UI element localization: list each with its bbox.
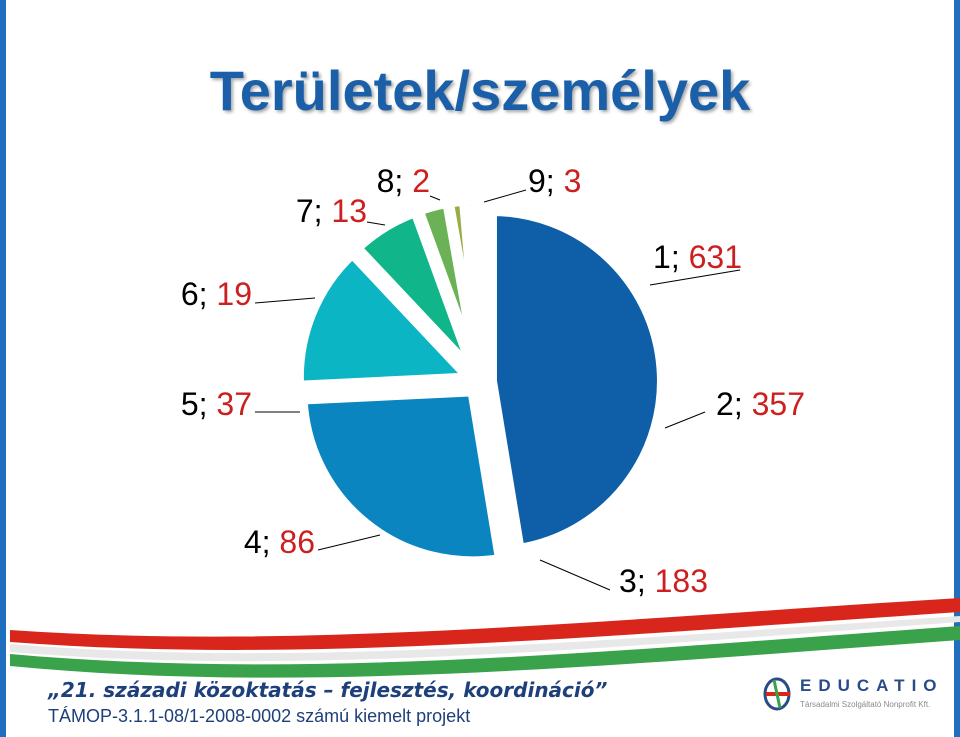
leader-line-6	[254, 297, 316, 304]
leader-line-1	[649, 269, 741, 286]
leader-line-7	[366, 221, 386, 226]
footer-project-title: „21. századi közoktatás – fejlesztés, ko…	[48, 678, 608, 702]
leader-line-2	[664, 411, 706, 429]
chart-title: Területek/személyek	[209, 59, 751, 122]
data-label-9: 9; 3	[528, 163, 581, 199]
data-label-7: 7; 13	[296, 193, 367, 229]
pie-slice-1	[486, 206, 667, 554]
leader-line-9	[483, 189, 527, 203]
educatio-logo-subtitle: Társadalmi Szolgáltató Nonprofit Kft.	[800, 700, 931, 709]
educatio-logo-mark-icon	[763, 677, 791, 711]
leader-line-8	[429, 195, 441, 201]
leader-line-3	[539, 559, 611, 591]
flag-wave-decoration	[10, 598, 960, 678]
leader-line-4	[317, 534, 381, 551]
data-label-5: 5; 37	[181, 386, 252, 422]
footer-project-code: TÁMOP-3.1.1-08/1-2008-0002 számú kiemelt…	[48, 706, 471, 726]
data-label-4: 4; 86	[244, 524, 315, 560]
pie-slice-3	[293, 248, 474, 391]
data-label-3: 3; 183	[619, 563, 708, 599]
pie-slice-2	[297, 386, 506, 567]
data-label-2: 2; 357	[716, 386, 805, 422]
pie-slice-9	[472, 194, 485, 375]
data-label-1: 1; 631	[653, 239, 742, 275]
data-label-8: 8; 2	[377, 163, 430, 199]
educatio-logo: EDUCATIO Társadalmi Szolgáltató Nonprofi…	[760, 672, 940, 722]
educatio-logo-wordmark: EDUCATIO	[800, 676, 944, 695]
data-label-6: 6; 19	[181, 276, 252, 312]
